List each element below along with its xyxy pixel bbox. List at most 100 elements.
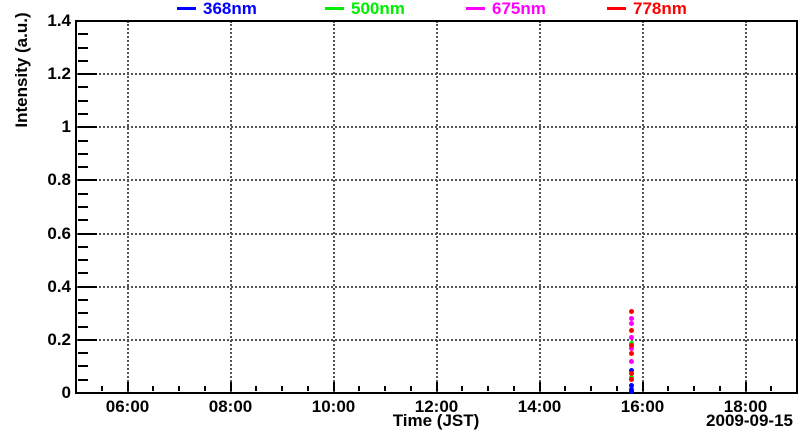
legend-label: 675nm	[492, 0, 546, 18]
y-gridline	[76, 338, 797, 341]
x-minor-tick	[487, 386, 489, 391]
x-gridline	[229, 21, 232, 393]
x-minor-tick	[100, 386, 103, 391]
y-major-tick	[78, 126, 97, 129]
y-major-tick	[78, 338, 97, 341]
x-gridline	[435, 21, 438, 393]
legend-label: 368nm	[203, 0, 257, 18]
data-point-500nm	[629, 340, 635, 346]
y-minor-tick	[78, 299, 88, 301]
y-minor-tick	[78, 152, 88, 155]
legend-entry-675nm: 675nm	[466, 0, 546, 17]
x-minor-tick	[306, 386, 309, 391]
x-gridline	[641, 21, 644, 393]
x-minor-tick	[409, 386, 412, 391]
legend-label: 500nm	[351, 0, 405, 18]
data-point-368nm	[629, 386, 635, 392]
x-minor-tick	[384, 386, 386, 391]
x-gridline	[744, 21, 747, 393]
plot-frame	[75, 20, 798, 394]
y-minor-tick	[78, 46, 88, 49]
x-minor-tick	[461, 386, 464, 391]
legend-line-swatch	[607, 7, 626, 10]
y-minor-tick	[78, 325, 88, 328]
y-tick-label: 0.6	[47, 223, 71, 243]
data-point-778nm	[629, 370, 635, 376]
x-minor-tick	[590, 386, 592, 391]
x-major-tick	[126, 382, 129, 391]
legend-entry-368nm: 368nm	[177, 0, 257, 17]
data-point-778nm	[629, 343, 635, 349]
y-minor-tick	[78, 86, 88, 89]
x-gridline	[126, 21, 129, 393]
y-minor-tick	[78, 166, 88, 169]
x-gridline	[538, 21, 541, 393]
legend-line-swatch	[177, 7, 196, 10]
date-label: 2009-09-15	[706, 411, 793, 430]
y-minor-tick	[78, 33, 88, 36]
y-minor-tick	[78, 352, 88, 355]
data-point-675nm	[629, 346, 635, 352]
x-axis-title: Time (JST)	[392, 411, 480, 430]
x-minor-tick	[615, 386, 618, 391]
x-minor-tick	[667, 386, 670, 391]
x-tick-label: 12:00	[414, 397, 459, 416]
y-tick-label: 1.4	[47, 11, 71, 30]
y-minor-tick	[78, 272, 88, 275]
data-point-778nm	[629, 350, 635, 356]
y-major-tick	[78, 285, 97, 288]
legend-entry-778nm: 778nm	[607, 0, 687, 17]
data-point-675nm	[629, 316, 635, 322]
x-tick-label: 08:00	[208, 397, 253, 416]
y-tick-label: 0.4	[47, 276, 71, 296]
x-major-tick	[538, 382, 541, 391]
y-minor-tick	[78, 245, 88, 248]
x-major-tick	[744, 382, 747, 391]
data-point-778nm	[629, 328, 635, 334]
y-tick-label: 0.2	[47, 329, 71, 349]
y-minor-tick	[78, 192, 88, 195]
y-minor-tick	[78, 365, 88, 368]
x-major-tick	[641, 382, 644, 391]
x-tick-label: 18:00	[723, 397, 768, 416]
data-point-675nm	[629, 320, 635, 326]
x-minor-tick	[178, 386, 180, 391]
y-minor-tick	[78, 59, 88, 62]
x-minor-tick	[203, 386, 206, 391]
x-minor-tick	[770, 386, 773, 391]
x-minor-tick	[512, 386, 515, 391]
x-minor-tick	[281, 386, 283, 391]
y-major-tick	[78, 232, 97, 235]
x-minor-tick	[152, 386, 155, 391]
x-minor-tick	[358, 386, 361, 391]
data-point-675nm	[629, 359, 635, 365]
data-point-368nm	[629, 367, 635, 373]
y-gridline	[76, 73, 797, 76]
y-gridline	[76, 126, 797, 129]
y-gridline	[76, 285, 797, 288]
x-minor-tick	[255, 386, 258, 391]
legend-line-swatch	[325, 7, 344, 10]
data-point-675nm	[629, 335, 635, 341]
data-point-778nm	[629, 309, 635, 315]
x-gridline	[332, 21, 335, 393]
x-tick-label: 16:00	[620, 397, 665, 416]
x-minor-tick	[718, 386, 721, 391]
y-tick-label: 1	[61, 117, 71, 137]
data-point-778nm	[629, 376, 635, 382]
y-minor-tick	[78, 113, 88, 115]
x-minor-tick	[693, 386, 695, 391]
x-tick-label: 06:00	[105, 397, 150, 416]
y-gridline	[76, 179, 797, 182]
legend-entry-500nm: 500nm	[325, 0, 405, 17]
y-minor-tick	[78, 259, 88, 262]
data-point-368nm	[629, 382, 635, 388]
legend-label: 778nm	[633, 0, 687, 18]
x-major-tick	[229, 382, 232, 391]
x-tick-label: 10:00	[311, 397, 356, 416]
y-minor-tick	[78, 139, 88, 142]
y-minor-tick	[78, 206, 88, 208]
y-major-tick	[78, 179, 97, 182]
x-major-tick	[435, 382, 438, 391]
